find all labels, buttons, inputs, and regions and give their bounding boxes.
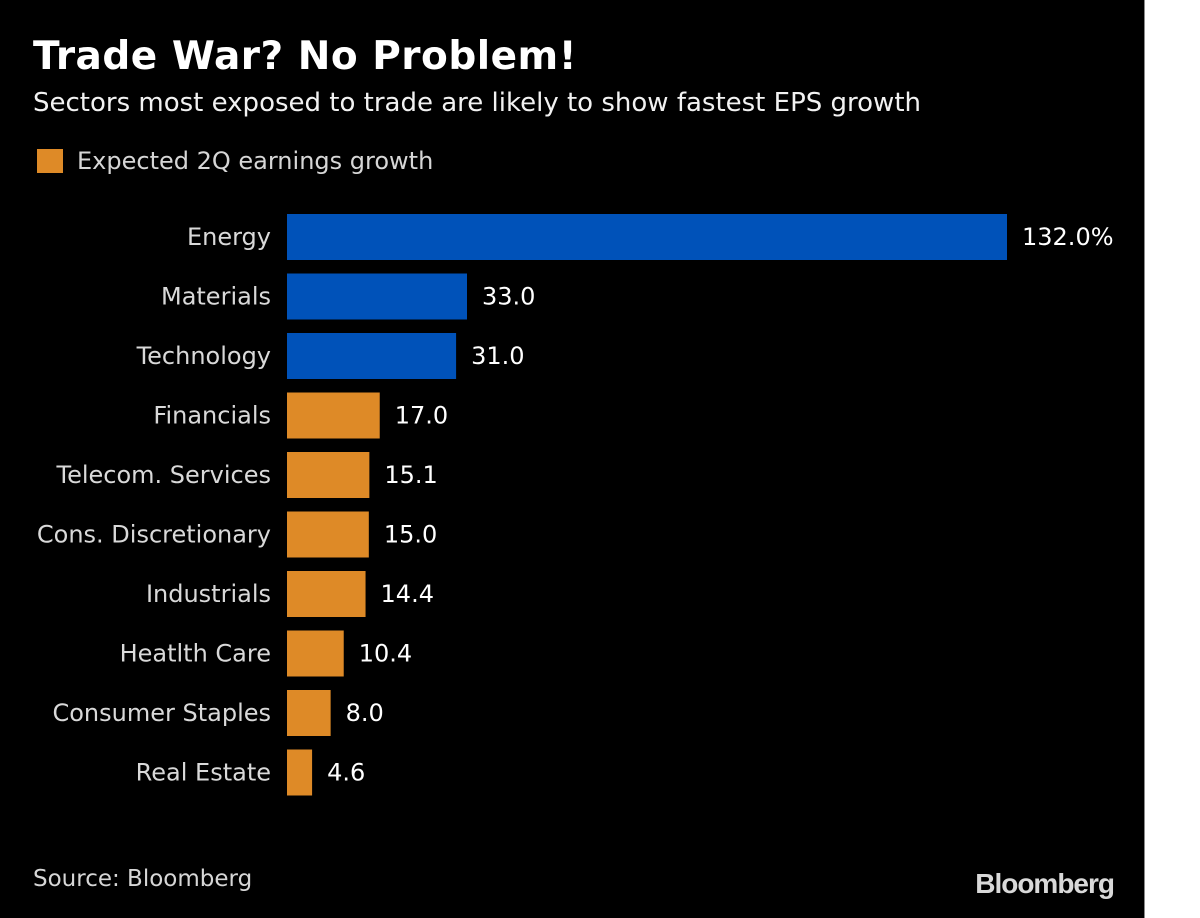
bar (287, 392, 380, 439)
value-label: 33.0 (482, 283, 535, 311)
value-label: 15.1 (384, 461, 437, 489)
chart-title: Trade War? No Problem! (33, 34, 577, 79)
legend-swatch (37, 149, 63, 173)
value-label: 17.0 (395, 402, 448, 430)
chart-card: Trade War? No Problem! Sectors most expo… (0, 0, 1145, 918)
category-label: Industrials (146, 580, 271, 608)
source-note: Source: Bloomberg (33, 866, 253, 892)
bar (287, 333, 457, 379)
category-label: Materials (161, 283, 271, 311)
bloomberg-logo: Bloomberg (975, 868, 1115, 899)
bar (287, 511, 369, 558)
bar (287, 630, 344, 677)
value-label: 132.0% (1022, 223, 1114, 251)
category-label: Telecom. Services (56, 461, 272, 489)
bar (287, 273, 467, 320)
value-label: 4.6 (327, 759, 365, 787)
bar (287, 452, 370, 498)
bar (287, 571, 366, 617)
category-label: Consumer Staples (52, 699, 271, 727)
value-label: 8.0 (346, 699, 384, 727)
category-label: Financials (153, 402, 271, 430)
value-label: 15.0 (384, 521, 437, 549)
chart-subtitle: Sectors most exposed to trade are likely… (33, 88, 921, 118)
bar (287, 749, 313, 796)
category-label: Technology (136, 342, 271, 370)
legend: Expected 2Q earnings growth (37, 146, 433, 176)
value-label: 10.4 (359, 640, 412, 668)
value-label: 14.4 (381, 580, 434, 608)
bar (287, 690, 331, 736)
category-label: Cons. Discretionary (37, 521, 271, 549)
legend-label: Expected 2Q earnings growth (77, 147, 434, 175)
bar (287, 214, 1007, 260)
category-label: Energy (187, 223, 271, 251)
category-label: Real Estate (136, 759, 271, 787)
bars-group: Energy 132.0% Materials 33.0 Technology 31.0 F… (37, 214, 1114, 796)
value-label: 31.0 (471, 342, 524, 370)
bar-chart: Energy 132.0% Materials 33.0 Technology 31.0 F… (37, 214, 1114, 796)
category-label: Heatlth Care (120, 640, 271, 668)
